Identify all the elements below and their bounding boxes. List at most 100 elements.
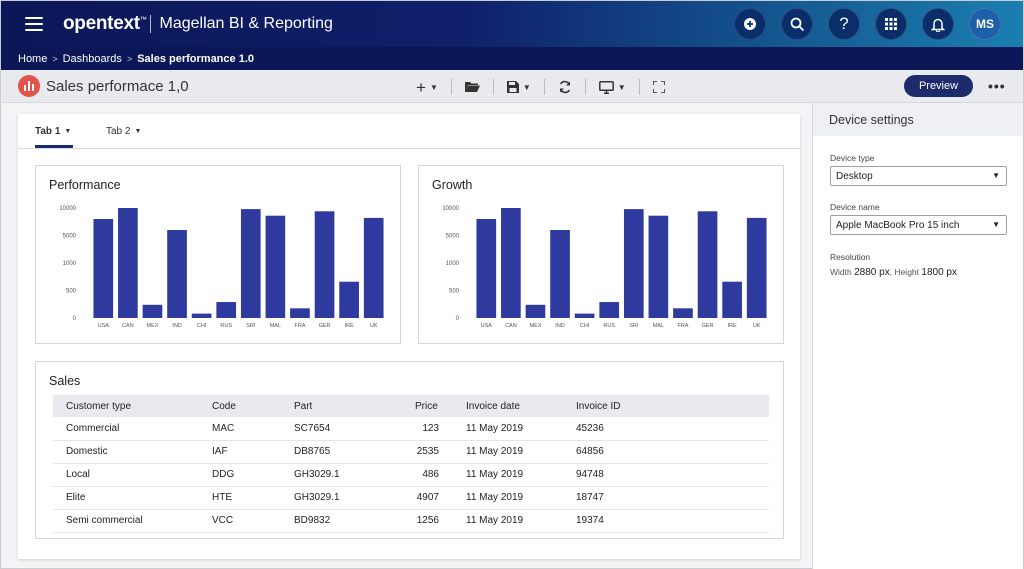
open-folder-button[interactable] xyxy=(460,77,485,97)
table-cell: 123 xyxy=(381,417,453,441)
device-type-select[interactable]: Desktop ▼ xyxy=(830,166,1007,186)
bar-sri[interactable] xyxy=(623,209,644,318)
preview-button[interactable]: Preview xyxy=(904,75,973,97)
x-tick-label: FRA xyxy=(677,323,688,329)
table-cell: 11 May 2019 xyxy=(453,417,563,441)
table-row[interactable]: Commercial MAC SC7654 123 11 May 2019 45236 xyxy=(53,417,769,441)
bar-mal[interactable] xyxy=(265,215,286,318)
dashboard-toolbar: Sales performace 1,0 + ▼ ▼ ▼ Preview ••• xyxy=(1,70,1023,103)
bar-can[interactable] xyxy=(501,208,521,318)
bar-ger[interactable] xyxy=(697,211,718,318)
x-tick-label: USA xyxy=(481,323,493,329)
column-header[interactable]: Code xyxy=(199,395,281,417)
device-type-label: Device type xyxy=(830,153,875,163)
table-row[interactable]: Semi commercial VCC BD9832 1256 11 May 2019 1… xyxy=(53,509,769,533)
tab-1-label: Tab 1 xyxy=(35,126,61,137)
y-tick-label: 0 xyxy=(73,316,77,322)
fullscreen-icon xyxy=(652,81,665,93)
chevron-down-icon: ▼ xyxy=(134,128,142,135)
add-icon[interactable] xyxy=(734,8,766,40)
refresh-button[interactable] xyxy=(553,77,577,97)
bell-icon[interactable] xyxy=(922,8,954,40)
bar-ire[interactable] xyxy=(339,281,359,318)
y-tick-label: 1000 xyxy=(446,261,460,267)
device-name-label: Device name xyxy=(830,202,880,212)
bar-fra[interactable] xyxy=(673,308,693,318)
column-header[interactable]: Price xyxy=(381,395,453,417)
tab-1[interactable]: Tab 1 ▼ xyxy=(35,126,71,137)
bar-ind[interactable] xyxy=(550,230,570,318)
apps-grid-icon[interactable] xyxy=(875,8,907,40)
breadcrumb-dashboards[interactable]: Dashboards xyxy=(62,52,122,65)
x-tick-label: FRA xyxy=(294,323,305,329)
more-options-icon[interactable]: ••• xyxy=(988,78,1006,94)
bar-chi[interactable] xyxy=(574,313,595,318)
brand-logo: opentext™ xyxy=(63,13,147,34)
bar-rus[interactable] xyxy=(599,302,620,318)
sales-table-card: Sales Customer type Code Part Price Invo… xyxy=(35,361,784,539)
app-name: Magellan BI & Reporting xyxy=(159,15,333,32)
bar-usa[interactable] xyxy=(93,219,114,318)
bar-mex[interactable] xyxy=(525,304,546,318)
height-label: Height xyxy=(894,267,920,277)
x-tick-label: CAN xyxy=(122,323,134,329)
tab-2[interactable]: Tab 2 ▼ xyxy=(106,126,141,137)
dashboard-chart-icon xyxy=(18,75,40,97)
chevron-down-icon: ▼ xyxy=(617,82,626,92)
x-tick-label: CAN xyxy=(505,323,517,329)
device-type-value: Desktop xyxy=(836,170,873,182)
table-header-row: Customer type Code Part Price Invoice da… xyxy=(53,395,769,417)
breadcrumb-home[interactable]: Home xyxy=(18,52,48,65)
x-tick-label: SRI xyxy=(629,323,639,329)
bar-mal[interactable] xyxy=(648,215,669,318)
table-cell: GH3029.1 xyxy=(281,486,381,510)
search-icon[interactable] xyxy=(781,8,813,40)
bar-sri[interactable] xyxy=(240,209,261,318)
bar-usa[interactable] xyxy=(476,219,497,318)
x-tick-label: UK xyxy=(753,323,761,329)
bar-can[interactable] xyxy=(118,208,138,318)
tab-2-label: Tab 2 xyxy=(106,126,131,137)
table-row[interactable]: Elite HTE GH3029.1 4907 11 May 2019 18747 xyxy=(53,486,769,510)
avatar[interactable]: MS xyxy=(969,8,1001,40)
bar-uk[interactable] xyxy=(746,217,767,318)
help-icon[interactable]: ? xyxy=(828,8,860,40)
bar-fra[interactable] xyxy=(290,308,310,318)
column-header[interactable]: Customer type xyxy=(53,395,199,417)
table-cell: 94748 xyxy=(563,463,769,487)
y-tick-label: 10000 xyxy=(442,206,459,212)
bar-ger[interactable] xyxy=(314,211,335,318)
bar-mex[interactable] xyxy=(142,304,163,318)
x-tick-label: UK xyxy=(370,323,378,329)
folder-icon xyxy=(464,82,480,92)
table-cell: 64856 xyxy=(563,440,769,464)
bar-rus[interactable] xyxy=(216,302,237,318)
save-icon xyxy=(506,81,519,93)
column-header[interactable]: Part xyxy=(281,395,381,417)
table-cell: 11 May 2019 xyxy=(453,440,563,464)
hamburger-menu-icon[interactable] xyxy=(25,17,43,31)
bar-ind[interactable] xyxy=(167,230,187,318)
device-preview-button[interactable]: ▼ xyxy=(594,77,631,97)
save-button[interactable]: ▼ xyxy=(502,77,536,97)
bar-ire[interactable] xyxy=(722,281,742,318)
column-header[interactable]: Invoice date xyxy=(453,395,563,417)
y-tick-label: 10000 xyxy=(59,206,76,212)
device-name-select[interactable]: Apple MacBook Pro 15 inch ▼ xyxy=(830,215,1007,235)
table-cell: GH3029.1 xyxy=(281,463,381,487)
y-tick-label: 5000 xyxy=(446,234,460,240)
column-header[interactable]: Invoice ID xyxy=(563,395,769,417)
resolution-label: Resolution xyxy=(830,252,871,262)
bar-uk[interactable] xyxy=(363,217,384,318)
table-row[interactable]: Local DDG GH3029.1 486 11 May 2019 94748 xyxy=(53,463,769,487)
table-cell: MAC xyxy=(199,417,281,441)
table-row[interactable]: Domestic IAF DB8765 2535 11 May 2019 64856 xyxy=(53,440,769,464)
chevron-down-icon: ▼ xyxy=(429,82,438,92)
chevron-down-icon: ▼ xyxy=(522,82,531,92)
fullscreen-button[interactable] xyxy=(648,77,670,97)
table-cell: Local xyxy=(53,463,199,487)
table-cell: HTE xyxy=(199,486,281,510)
add-widget-button[interactable]: + ▼ xyxy=(411,77,443,97)
bar-chi[interactable] xyxy=(191,313,212,318)
x-tick-label: MEX xyxy=(146,323,158,329)
